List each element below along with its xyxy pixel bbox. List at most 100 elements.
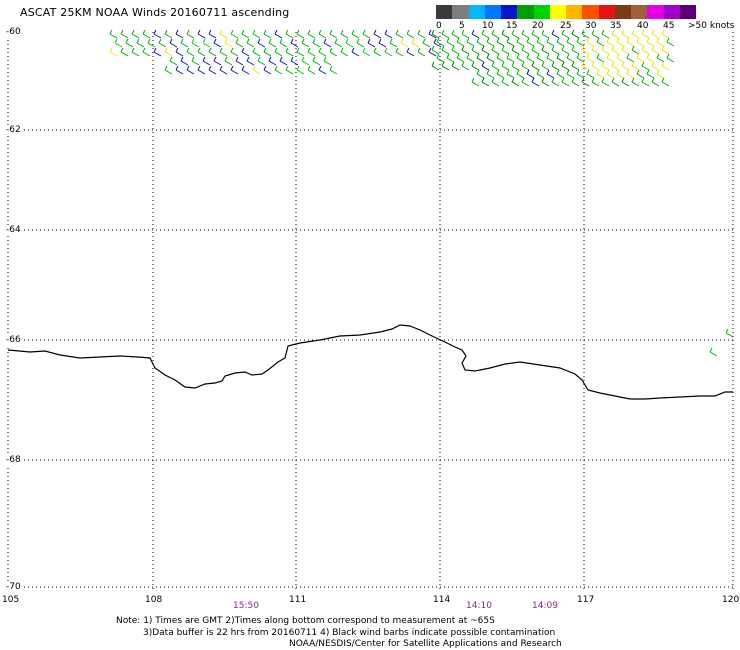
- wind-barb: [496, 37, 505, 47]
- colorbar-segment-6: [533, 5, 550, 19]
- wind-barb: [481, 29, 490, 39]
- colorbar-label-25: 25: [560, 21, 572, 31]
- wind-barb: [230, 47, 239, 57]
- wind-barb: [142, 29, 151, 39]
- wind-barb: [561, 77, 570, 87]
- wind-barb: [230, 29, 239, 39]
- wind-barb: [334, 38, 343, 48]
- wind-barb: [661, 61, 670, 71]
- wind-barb: [446, 53, 455, 63]
- colorbar-segment-13: [647, 5, 664, 19]
- wind-barb: [611, 29, 620, 39]
- wind-barb: [351, 47, 360, 57]
- wind-barb: [411, 38, 420, 48]
- wind-barb: [466, 53, 475, 63]
- colorbar-label-0: 0: [436, 21, 442, 31]
- wind-barb: [556, 53, 565, 63]
- wind-barb: [436, 53, 445, 63]
- wind-barb: [621, 61, 630, 71]
- wind-barb: [631, 77, 640, 87]
- wind-barb: [307, 29, 316, 39]
- colorbar-segment-11: [614, 5, 631, 19]
- wind-barb: [511, 77, 520, 87]
- wind-barb: [142, 47, 151, 57]
- wind-barb: [451, 45, 460, 55]
- wind-barb: [345, 38, 354, 48]
- wind-barb: [373, 29, 382, 39]
- wind-barb: [431, 61, 440, 71]
- wind-barb: [109, 47, 118, 57]
- wind-barb: [511, 61, 520, 71]
- wind-barb: [566, 53, 575, 63]
- wind-barb: [561, 61, 570, 71]
- colorbar-label-10: 10: [482, 21, 494, 31]
- wind-barb: [406, 47, 415, 57]
- wind-barb: [551, 77, 560, 87]
- wind-barb: [169, 38, 178, 48]
- lat-label-62: -62: [6, 125, 21, 135]
- wind-barb: [521, 29, 530, 39]
- wind-barb: [621, 45, 630, 55]
- colorbar-segment-15: [679, 5, 696, 19]
- wind-barb: [246, 56, 255, 66]
- wind-barb: [496, 69, 505, 79]
- wind-barb: [290, 56, 299, 66]
- wind-barb: [389, 38, 398, 48]
- wind-barb: [476, 53, 485, 63]
- wind-barb: [400, 38, 409, 48]
- wind-barb: [541, 61, 550, 71]
- wind-barb: [340, 47, 349, 57]
- wind-barb: [531, 45, 540, 55]
- wind-barb: [456, 53, 465, 63]
- wind-barb: [153, 29, 162, 39]
- wind-barb: [436, 37, 445, 47]
- wind-barb: [586, 37, 595, 47]
- colorbar-segment-14: [663, 5, 680, 19]
- colorbar-segment-1: [452, 5, 469, 19]
- lat-label-70: -70: [6, 582, 21, 592]
- wind-barb: [362, 47, 371, 57]
- wind-barb: [601, 61, 610, 71]
- wind-barb: [329, 65, 338, 75]
- wind-barb: [257, 38, 266, 48]
- lon-label-117: 117: [577, 595, 595, 605]
- wind-barb: [521, 77, 530, 87]
- wind-barb: [230, 65, 239, 75]
- wind-barb: [631, 29, 640, 39]
- footnote-line-2: 3)Data buffer is 22 hrs from 20160711 4)…: [143, 628, 556, 638]
- wind-barb: [384, 47, 393, 57]
- wind-barb: [616, 53, 625, 63]
- colorbar-segment-4: [501, 5, 518, 19]
- wind-barb: [428, 47, 437, 57]
- wind-barb: [296, 29, 305, 39]
- wind-barb: [561, 45, 570, 55]
- wind-barb: [641, 77, 650, 87]
- wind-barb: [301, 38, 310, 48]
- wind-barb: [471, 61, 480, 71]
- wind-barb: [611, 45, 620, 55]
- wind-barb: [661, 45, 670, 55]
- wind-barb: [581, 61, 590, 71]
- wind-barb: [636, 37, 645, 47]
- wind-barb: [395, 47, 404, 57]
- wind-barbs-layer: [109, 29, 734, 357]
- wind-barb: [406, 29, 415, 39]
- wind-barb: [219, 29, 228, 39]
- wind-barb: [576, 37, 585, 47]
- wind-barb: [274, 29, 283, 39]
- wind-barb: [202, 38, 211, 48]
- colorbar-segment-3: [484, 5, 501, 19]
- wind-barb: [516, 53, 525, 63]
- wind-barb: [591, 29, 600, 39]
- wind-barb: [367, 38, 376, 48]
- wind-barb: [556, 69, 565, 79]
- lat-label-64: -64: [6, 225, 21, 235]
- wind-barb: [224, 38, 233, 48]
- colorbar-segment-2: [468, 5, 485, 19]
- wind-barb: [709, 347, 718, 357]
- wind-barb: [428, 29, 437, 39]
- wind-barb: [481, 61, 490, 71]
- wind-barb: [641, 29, 650, 39]
- wind-barb: [373, 47, 382, 57]
- wind-barb: [318, 65, 327, 75]
